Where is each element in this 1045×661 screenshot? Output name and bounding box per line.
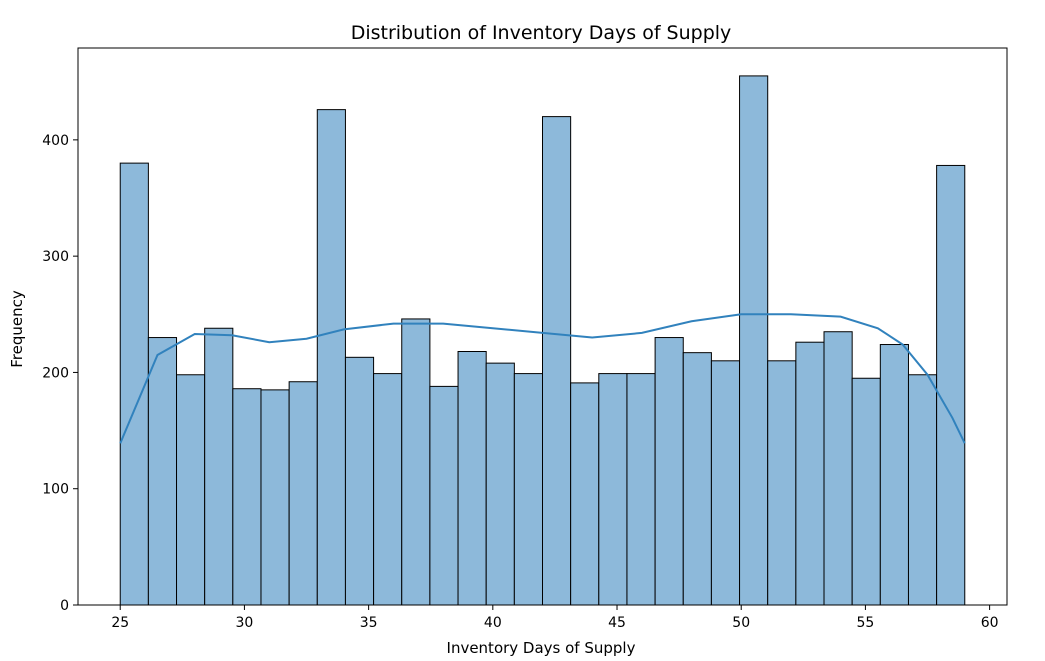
histogram-bar	[851, 377, 881, 606]
y-tick-label: 300	[42, 249, 69, 265]
x-tick-label: 50	[732, 615, 750, 631]
histogram-bar	[542, 116, 572, 606]
y-tick-label: 0	[60, 598, 69, 614]
y-tick-label: 100	[42, 482, 69, 498]
histogram-bar	[344, 356, 375, 606]
histogram-bar	[879, 344, 909, 606]
histogram-bar	[795, 341, 825, 606]
chart-title: Distribution of Inventory Days of Supply	[351, 22, 732, 44]
y-axis: 0 100 200 300 400	[42, 133, 78, 614]
histogram-bar	[570, 382, 600, 606]
histogram-bar	[147, 337, 178, 606]
histogram-bar	[260, 389, 290, 606]
x-tick-label: 55	[857, 615, 875, 631]
histogram-bar	[204, 327, 234, 606]
histogram-bar	[598, 373, 628, 606]
histogram-bar	[710, 360, 741, 606]
histogram-bar	[767, 360, 797, 606]
y-tick-label: 400	[42, 133, 69, 149]
x-tick-label: 35	[360, 615, 378, 631]
histogram-bar	[232, 388, 262, 606]
x-tick-label: 25	[111, 615, 129, 631]
x-tick-label: 30	[236, 615, 254, 631]
histogram-bar	[457, 351, 487, 606]
x-tick-label: 45	[608, 615, 626, 631]
histogram-bar	[401, 318, 431, 606]
histogram-bar	[739, 75, 769, 606]
histogram-bar	[823, 331, 853, 606]
plot-frame	[77, 47, 1008, 606]
kde-curve	[119, 313, 966, 444]
histogram-bar	[373, 373, 403, 606]
y-tick-label: 200	[42, 365, 69, 381]
histogram-bar	[288, 381, 318, 606]
x-axis: 25 30 35 40 45 50 55 60	[111, 605, 999, 631]
histogram-bar	[907, 374, 938, 606]
histogram-bar	[429, 385, 459, 606]
x-tick-label: 40	[484, 615, 502, 631]
x-axis-label: Inventory Days of Supply	[447, 639, 636, 657]
y-axis-label: Frequency	[8, 290, 26, 368]
histogram-bar	[176, 374, 206, 606]
histogram-bar	[513, 373, 544, 606]
histogram-bar	[316, 109, 346, 606]
x-tick-label: 60	[981, 615, 999, 631]
histogram-bar	[626, 373, 656, 606]
histogram-bar	[682, 352, 712, 606]
histogram-bar	[654, 337, 684, 606]
histogram-bar	[119, 162, 149, 606]
histogram-bar	[485, 362, 515, 606]
histogram-bar	[936, 164, 966, 606]
bars-group	[119, 75, 966, 606]
